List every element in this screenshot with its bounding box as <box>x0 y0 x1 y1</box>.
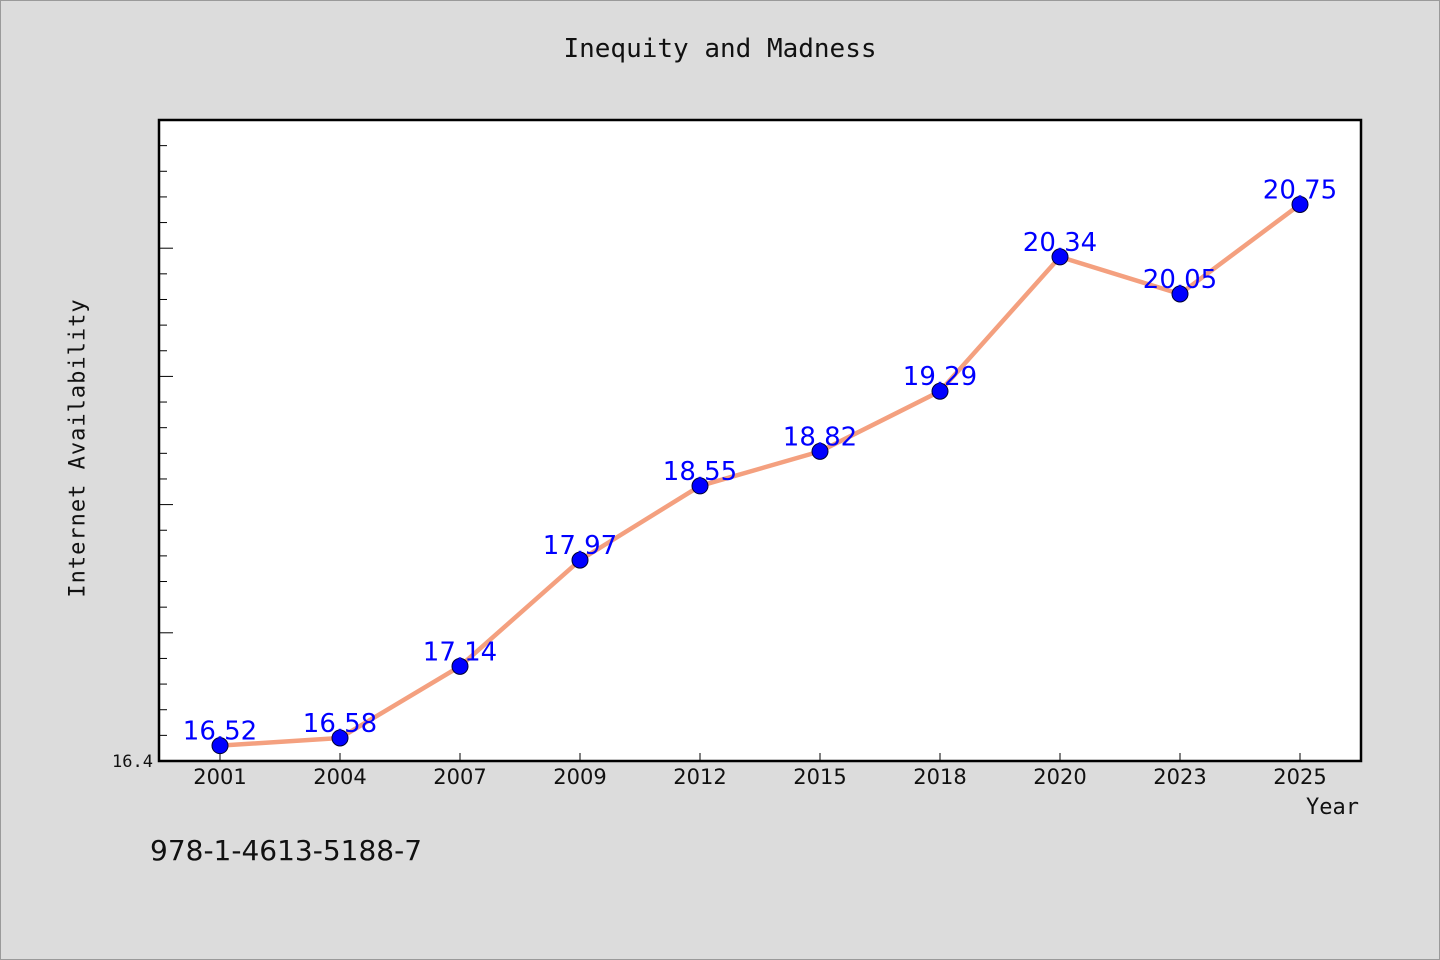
data-label: 17.14 <box>423 637 497 667</box>
data-point <box>931 382 949 400</box>
data-point <box>1051 248 1069 266</box>
x-tick-label: 2023 <box>1153 765 1206 789</box>
data-point <box>451 657 469 675</box>
data-point <box>211 737 229 755</box>
series-line <box>219 202 1302 748</box>
x-tick-label: 2009 <box>553 765 606 789</box>
x-tick-label: 2001 <box>193 765 246 789</box>
data-point <box>811 442 829 460</box>
x-tick-label: 2004 <box>313 765 366 789</box>
isbn-text: 978-1-4613-5188-7 <box>150 834 423 867</box>
x-tick-label: 2015 <box>793 765 846 789</box>
data-point <box>1171 285 1189 303</box>
data-label: 16.52 <box>183 717 257 747</box>
y-tick-label: 16.4 <box>112 752 153 772</box>
data-label: 18.82 <box>783 422 857 452</box>
data-point <box>331 729 349 747</box>
chart-title: Inequity and Madness <box>563 34 877 64</box>
x-axis-label: Year <box>1306 795 1359 820</box>
plot-area <box>157 118 1363 763</box>
data-label: 19.29 <box>903 362 977 392</box>
data-label: 16.58 <box>303 709 377 739</box>
x-tick-label: 2012 <box>673 765 726 789</box>
data-label: 20.05 <box>1143 265 1217 295</box>
data-label: 17.97 <box>543 531 617 561</box>
data-label: 20.34 <box>1023 228 1097 258</box>
x-tick-label: 2007 <box>433 765 486 789</box>
x-tick-label: 2020 <box>1033 765 1086 789</box>
data-label: 18.55 <box>663 457 737 487</box>
data-point <box>1291 195 1309 213</box>
x-tick-label: 2025 <box>1273 765 1326 789</box>
x-tick-label: 2018 <box>913 765 966 789</box>
data-point <box>691 477 709 495</box>
data-label: 20.75 <box>1263 175 1337 205</box>
data-point <box>571 551 589 569</box>
